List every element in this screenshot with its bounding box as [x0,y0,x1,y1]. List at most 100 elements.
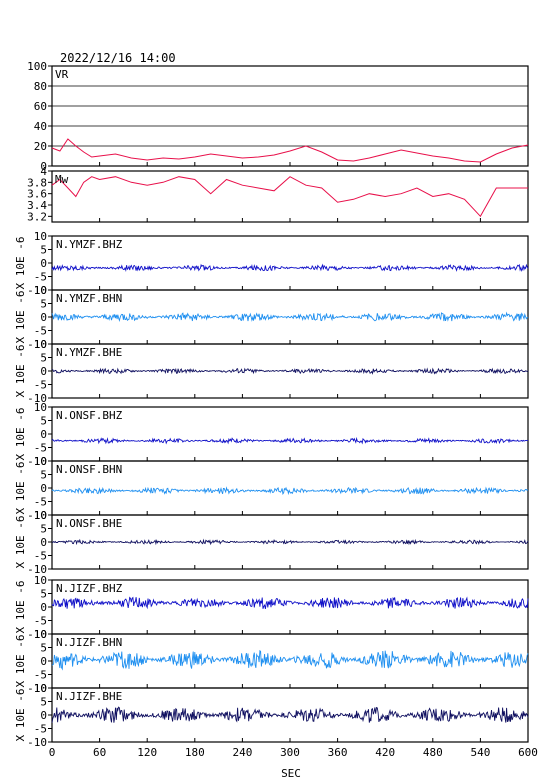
mw-panel-title: Mw [55,173,69,186]
seismogram-n-ymzf-bhz-ylabel: X 10E -6 [14,237,27,290]
seismogram-n-ymzf-bhz-ytick-label: 0 [40,257,47,270]
seismogram-n-onsf-bhn-ytick-label: -10 [27,509,47,522]
seismogram-n-jizf-bhz-title: N.JIZF.BHZ [56,582,123,595]
seismogram-n-jizf-bhe-ytick-label: 5 [40,696,47,709]
seismogram-n-ymzf-bhe-ytick-label: -5 [34,379,47,392]
seismogram-n-ymzf-bhz-title: N.YMZF.BHZ [56,238,123,251]
vr-panel-ytick-label: 0 [40,160,47,173]
seismogram-n-onsf-bhz-trace [51,436,529,445]
seismogram-n-onsf-bhe-ytick-label: 10 [34,509,47,522]
x-tick-label: 540 [470,746,490,759]
x-tick-label: 420 [375,746,395,759]
x-tick-label: 600 [518,746,538,759]
x-tick-label: 360 [328,746,348,759]
seismogram-n-jizf-bhe-ytick-label: 10 [34,682,47,695]
seismogram-n-ymzf-bhz-ytick-label: -5 [34,271,47,284]
mw-panel-ytick-label: 3.8 [27,176,47,189]
seismogram-n-jizf-bhn-ytick-label: -10 [27,682,47,695]
seismogram-n-onsf-bhz-frame [51,406,529,462]
seismogram-n-ymzf-bhn-ytick-label: -5 [34,325,47,338]
seismogram-n-jizf-bhn-trace [51,649,529,671]
seismogram-n-onsf-bhe-ytick-label: 0 [40,536,47,549]
seismogram-n-onsf-bhn-ytick-label: 5 [40,469,47,482]
seismogram-n-ymzf-bhn-trace [51,311,529,322]
vr-series-line [51,138,529,163]
seismogram-n-onsf-bhe-ytick-label: -10 [27,563,47,576]
x-tick-label: 180 [185,746,205,759]
x-tick-label: 240 [232,746,252,759]
seismogram-n-jizf-bhe-ytick-label: -10 [27,736,47,749]
seismogram-n-onsf-bhz-title: N.ONSF.BHZ [56,409,123,422]
seismogram-n-onsf-bhn-ylabel: X 10E -6 [14,462,27,515]
vr-panel-title: VR [55,68,69,81]
seismogram-n-ymzf-bhe-ylabel: X 10E -6 [14,345,27,398]
seismogram-n-jizf-bhn-ytick-label: 10 [34,628,47,641]
seismogram-n-onsf-bhe-ytick-label: 5 [40,523,47,536]
seismogram-n-jizf-bhn-ytick-label: -5 [34,669,47,682]
seismogram-n-ymzf-bhe-ytick-label: 0 [40,365,47,378]
seismogram-n-ymzf-bhe-ytick-label: 10 [34,338,47,351]
x-tick-label: 300 [280,746,300,759]
seismogram-n-ymzf-bhn-ytick-label: 10 [34,284,47,297]
seismogram-n-jizf-bhn-title: N.JIZF.BHN [56,636,122,649]
seismogram-n-ymzf-bhz-ytick-label: 10 [34,230,47,243]
seismogram-n-onsf-bhn-frame [51,460,529,516]
seismogram-n-ymzf-bhn-ytick-label: -10 [27,338,47,351]
x-tick-label: 480 [423,746,443,759]
seismogram-n-jizf-bhn-ytick-label: 0 [40,655,47,668]
vr-panel-ytick-label: 80 [34,80,47,93]
seismogram-n-onsf-bhz-ytick-label: -10 [27,455,47,468]
seismogram-n-jizf-bhz-frame [51,579,529,635]
seismogram-n-onsf-bhn-trace [51,486,529,496]
vr-panel-ytick-label: 20 [34,140,47,153]
seismogram-n-onsf-bhe-ytick-label: -5 [34,550,47,563]
mw-panel-ytick-label: 3.2 [27,210,47,223]
seismogram-n-jizf-bhe-ytick-label: 0 [40,709,47,722]
seismogram-n-ymzf-bhn-ytick-label: 5 [40,298,47,311]
seismogram-n-onsf-bhz-ytick-label: 10 [34,401,47,414]
seismogram-n-onsf-bhz-ytick-label: 0 [40,428,47,441]
seismogram-n-ymzf-bhz-ytick-label: -10 [27,284,47,297]
seismogram-n-onsf-bhn-ytick-label: -5 [34,496,47,509]
seismogram-n-jizf-bhz-ytick-label: 5 [40,588,47,601]
seismogram-n-ymzf-bhe-title: N.YMZF.BHE [56,346,122,359]
mw-panel-ytick-label: 3.6 [27,188,47,201]
vr-panel-ytick-label: 60 [34,100,47,113]
seismogram-n-ymzf-bhn-title: N.YMZF.BHN [56,292,122,305]
seismogram-n-onsf-bhn-ytick-label: 10 [34,455,47,468]
x-axis-label: SEC [281,767,301,780]
seismogram-n-ymzf-bhz-trace [51,263,529,272]
x-tick-label: 120 [137,746,157,759]
seismogram-n-onsf-bhz-ylabel: X 10E -6 [14,408,27,461]
seismogram-n-jizf-bhz-ytick-label: 10 [34,574,47,587]
datetime-label: 2022/12/16 14:00 [60,51,176,65]
seismogram-n-jizf-bhe-ylabel: X 10E -6 [14,689,27,742]
seismogram-n-jizf-bhz-trace [51,596,529,610]
seismogram-n-onsf-bhe-ylabel: X 10E -6 [14,516,27,569]
seismogram-n-jizf-bhz-ytick-label: -10 [27,628,47,641]
seismogram-n-ymzf-bhn-ytick-label: 0 [40,311,47,324]
seismogram-n-onsf-bhz-ytick-label: -5 [34,442,47,455]
mw-series-line [51,176,528,218]
seismogram-n-jizf-bhe-trace [51,706,529,723]
mw-panel-ytick-label: 4 [40,165,47,178]
seismogram-n-onsf-bhz-ytick-label: 5 [40,415,47,428]
seismogram-n-ymzf-bhz-ytick-label: 5 [40,244,47,257]
seismogram-n-jizf-bhn-ylabel: X 10E -6 [14,635,27,688]
mw-panel-ytick-label: 3.4 [27,199,47,212]
seismogram-n-onsf-bhn-ytick-label: 0 [40,482,47,495]
seismogram-n-ymzf-bhn-ylabel: X 10E -6 [14,291,27,344]
seismogram-n-onsf-bhe-trace [51,538,529,546]
vr-panel-ytick-label: 100 [27,60,47,73]
seismogram-n-jizf-bhz-ylabel: X 10E -6 [14,581,27,634]
seismogram-n-jizf-bhz-ytick-label: 0 [40,601,47,614]
seismogram-n-ymzf-bhe-trace [51,367,529,375]
x-tick-label: 60 [93,746,106,759]
seismogram-n-ymzf-bhe-ytick-label: -10 [27,392,47,405]
vr-panel-ytick-label: 40 [34,120,47,133]
seismogram-n-jizf-bhz-ytick-label: -5 [34,615,47,628]
seismogram-n-onsf-bhe-title: N.ONSF.BHE [56,517,122,530]
seismogram-n-jizf-bhn-ytick-label: 5 [40,642,47,655]
x-tick-label: 0 [49,746,56,759]
